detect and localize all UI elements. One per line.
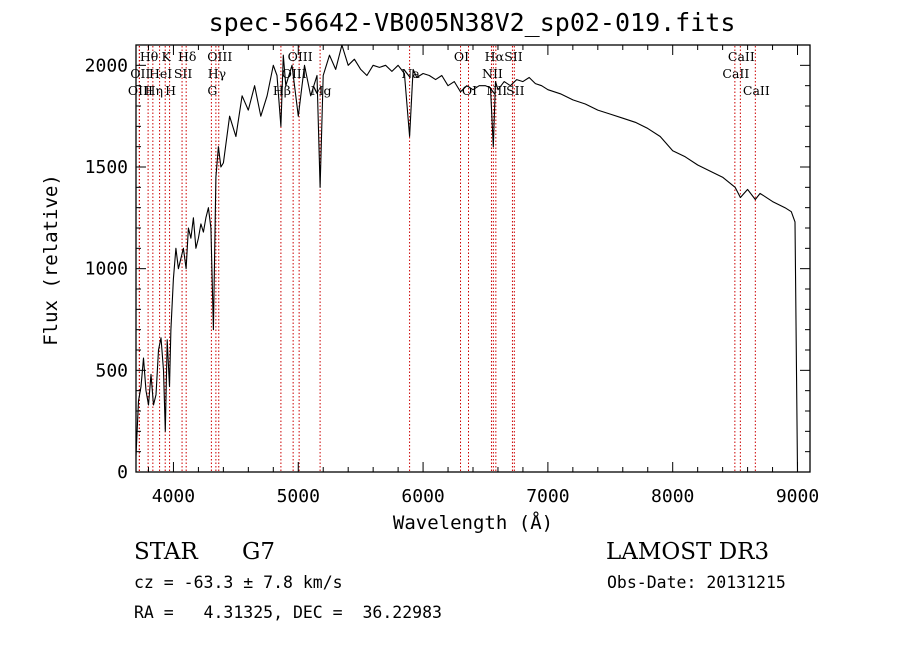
line-id-label-10: Hγ — [208, 66, 226, 81]
survey-name: LAMOST DR3 — [606, 539, 770, 565]
line-id-label-8: Hδ — [178, 49, 196, 64]
y-tick-label-1: 500 — [95, 360, 128, 381]
y-axis-ticks: 0 500 1000 1500 2000 — [85, 44, 810, 483]
line-id-label-11: G — [207, 83, 217, 98]
x-tick-label-5: 9000 — [776, 486, 819, 507]
x-axis-label: Wavelength (Å) — [393, 511, 553, 534]
chart-title: spec-56642-VB005N38V2_sp02-019.fits — [209, 8, 736, 37]
line-id-label-21: NII — [482, 66, 503, 81]
y-tick-label-4: 2000 — [85, 55, 128, 76]
line-id-label-25: CaII — [722, 66, 749, 81]
line-id-label-22: NII — [486, 83, 507, 98]
x-tick-label-3: 7000 — [526, 486, 569, 507]
line-id-label-20: SII — [504, 49, 523, 64]
y-tick-label-0: 0 — [117, 462, 128, 483]
object-subclass: G7 — [242, 539, 276, 565]
line-id-label-18: OI — [462, 83, 477, 98]
line-id-label-26: CaII — [743, 83, 770, 98]
line-id-markers — [138, 46, 756, 471]
line-id-label-19: Hα — [485, 49, 505, 64]
line-id-label-15: Mg — [311, 83, 332, 98]
spectrum-line-0 — [135, 44, 799, 473]
y-tick-label-2: 1000 — [85, 259, 128, 280]
obs-date-text: Obs-Date: 20131215 — [607, 573, 786, 592]
x-axis-ticks: 4000 5000 6000 7000 8000 9000 — [147, 45, 819, 507]
line-id-label-12: OIII — [288, 49, 313, 64]
line-id-label-1: OII — [130, 66, 150, 81]
line-id-label-7: H — [165, 83, 176, 98]
y-axis-label: Flux (relative) — [40, 174, 62, 346]
line-id-label-24: CaII — [728, 49, 755, 64]
line-id-label-6: SII — [174, 66, 193, 81]
line-id-label-5: Hη — [145, 83, 163, 98]
line-id-label-4: HeI — [149, 66, 172, 81]
x-tick-label-4: 8000 — [651, 486, 694, 507]
x-tick-label-2: 6000 — [401, 486, 444, 507]
line-id-label-16: Na — [401, 66, 420, 81]
line-id-label-17: OI — [454, 49, 469, 64]
line-id-label-2: OIII — [128, 83, 153, 98]
spectrum-series — [135, 44, 799, 473]
object-class: STAR — [134, 539, 198, 565]
line-id-label-0: Hθ — [140, 49, 158, 64]
plot-frame — [135, 44, 811, 473]
x-tick-label-0: 4000 — [152, 486, 195, 507]
x-tick-label-1: 5000 — [277, 486, 320, 507]
line-id-label-23: SII — [506, 83, 525, 98]
line-id-label-9: OIII — [207, 49, 232, 64]
line-id-label-3: K — [162, 49, 172, 64]
y-tick-label-3: 1500 — [85, 157, 128, 178]
redshift-text: cz = -63.3 ± 7.8 km/s — [134, 573, 343, 592]
coordinates-text: RA = 4.31325, DEC = 36.22983 — [134, 603, 442, 622]
